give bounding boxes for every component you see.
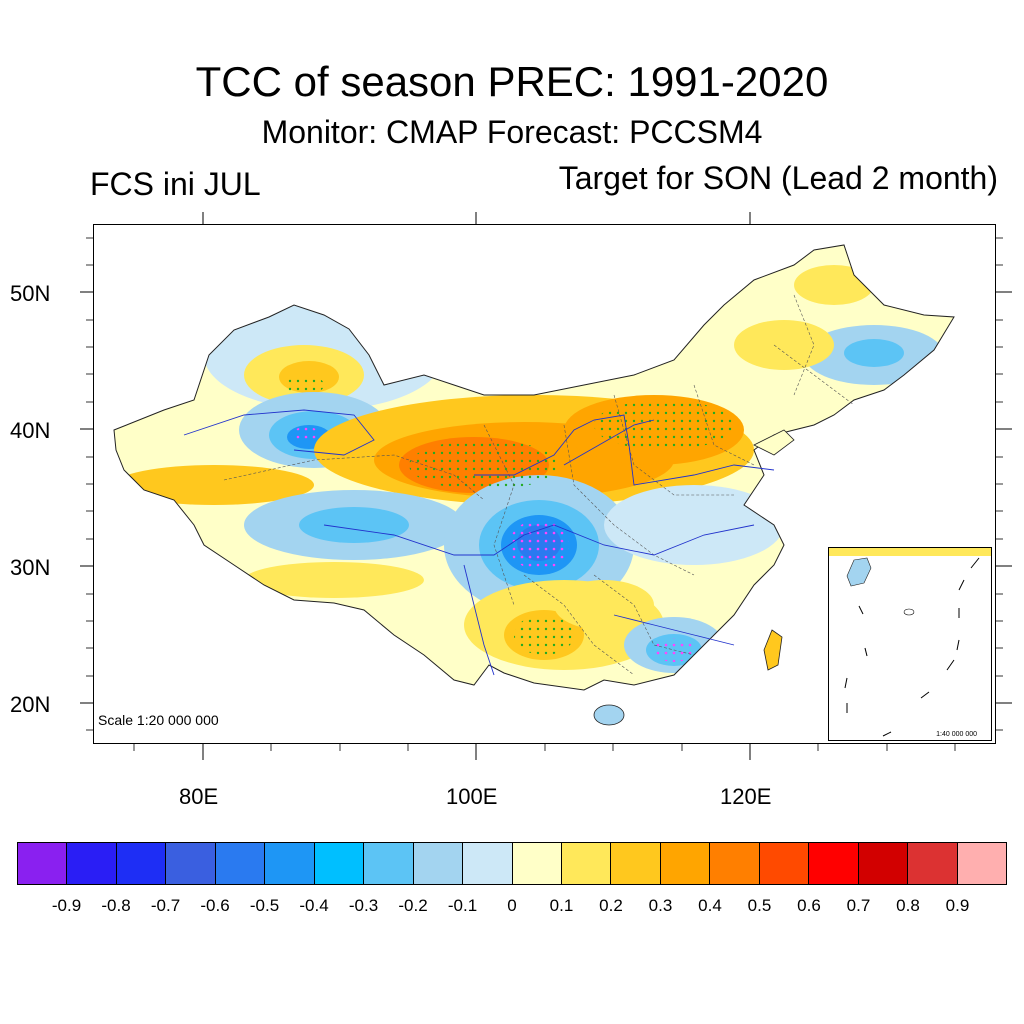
colorbar-box	[215, 843, 266, 884]
colorbar-box	[759, 843, 810, 884]
colorbar-label: 0.7	[846, 896, 871, 915]
lat-label-20n: 20N	[10, 692, 51, 717]
colorbar-label: -0.4	[299, 896, 329, 915]
colorbar-label: -0.2	[398, 896, 428, 915]
colorbar-box	[611, 843, 661, 884]
inset-scale-label: 1:40 000 000	[936, 731, 977, 738]
colorbar-labels: -0.9 -0.8 -0.7 -0.6 -0.5 -0.4 -0.3 -0.2 -0.1 0 0.1…	[0, 896, 1024, 920]
country-outline	[113, 244, 955, 691]
colorbar-label: -0.3	[348, 896, 379, 915]
colorbar-label: 0.4	[698, 896, 722, 915]
colorbar-label: 0.9	[945, 896, 970, 915]
colorbar-label: -0.8	[101, 896, 131, 915]
colorbar-box	[908, 843, 958, 884]
taiwan-island	[763, 629, 783, 671]
init-label: FCS ini JUL	[90, 166, 261, 202]
rivers	[183, 409, 775, 676]
colorbar-label: -0.6	[200, 896, 230, 915]
map-panel	[93, 224, 996, 744]
colorbar-box	[116, 843, 167, 884]
colorbar-box	[710, 843, 760, 884]
lon-label-100e: 100E	[446, 784, 498, 809]
colorbar-box	[660, 843, 711, 884]
colorbar-box	[957, 843, 1007, 884]
colorbar-box	[512, 843, 562, 884]
colorbar-label: -0.7	[150, 896, 181, 915]
colorbar-box	[413, 843, 464, 884]
colorbar-box	[858, 843, 909, 884]
lon-label-80e: 80E	[179, 784, 219, 809]
colorbar-label: 0.6	[797, 896, 821, 915]
colorbar-label: 0	[507, 896, 517, 915]
colorbar-label: 0.3	[648, 896, 673, 915]
colorbar-box	[561, 843, 612, 884]
colorbar-label: -0.9	[51, 896, 82, 915]
colorbar-label: -0.1	[447, 896, 478, 915]
south-china-sea-inset: 1:40 000 000	[828, 547, 992, 741]
chart-subtitle: Monitor: CMAP Forecast: PCCSM4	[261, 114, 763, 150]
target-label: Target for SON (Lead 2 month)	[558, 160, 998, 196]
colorbar-box	[18, 843, 68, 884]
colorbar-box	[67, 843, 117, 884]
colorbar-label: -0.5	[249, 896, 280, 915]
colorbar-label: 0.8	[896, 896, 920, 915]
colorbar	[17, 842, 1007, 885]
colorbar-box	[809, 843, 859, 884]
correlation-map	[113, 244, 955, 726]
hainan-island	[593, 704, 625, 726]
lat-label-30n: 30N	[10, 555, 51, 580]
chart-title: TCC of season PREC: 1991-2020	[195, 58, 829, 105]
map-scale-label: Scale 1:20 000 000	[98, 712, 219, 728]
colorbar-box	[166, 843, 216, 884]
colorbar-label: 0.1	[549, 896, 574, 915]
colorbar-label: 0.5	[747, 896, 772, 915]
colorbar-box	[364, 843, 414, 884]
colorbar-box	[265, 843, 315, 884]
lat-label-50n: 50N	[10, 281, 51, 306]
inset-map	[829, 548, 991, 737]
province-borders	[223, 294, 855, 676]
colorbar-box	[463, 843, 513, 884]
lon-label-120e: 120E	[720, 784, 772, 809]
lat-label-40n: 40N	[10, 418, 51, 443]
colorbar-box	[314, 843, 365, 884]
colorbar-label: 0.2	[599, 896, 623, 915]
shandong-peninsula	[753, 429, 795, 456]
